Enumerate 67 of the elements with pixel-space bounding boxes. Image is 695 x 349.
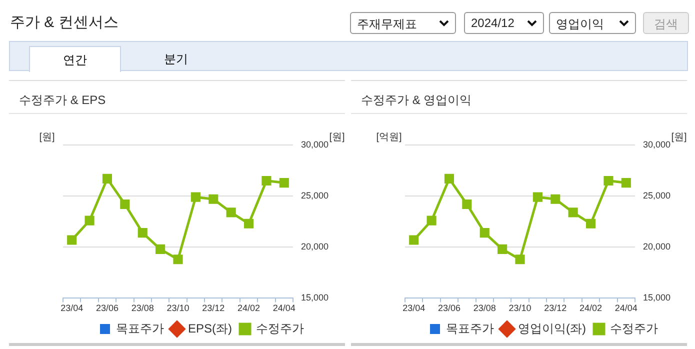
text: 연간 (29, 46, 121, 72)
x-tick-label: 23/12 (544, 303, 567, 314)
x-tick-label: 23/04 (402, 303, 426, 314)
y2-tick-label: 15,000 (301, 292, 329, 303)
y2-axis-title: [원] (329, 132, 345, 143)
point (444, 174, 454, 184)
x-tick-label: 23/08 (473, 303, 496, 314)
point (480, 228, 490, 238)
y2-tick-label: 30,000 (643, 139, 671, 150)
point (409, 235, 419, 245)
point (532, 192, 542, 202)
point (120, 199, 130, 210)
x-tick-label: 24/02 (580, 303, 602, 314)
x-tick-label: 23/06 (438, 303, 460, 314)
point (621, 178, 631, 188)
text: 영업이익 (549, 12, 636, 34)
point (138, 228, 148, 238)
point (208, 194, 218, 204)
legend-label: 목표주가 (116, 321, 164, 336)
y2-tick-label: 20,000 (643, 242, 671, 252)
point (262, 176, 272, 186)
point (244, 218, 254, 228)
x-tick-label: 24/04 (272, 303, 296, 314)
point (226, 208, 236, 218)
text: 분기 (163, 51, 189, 68)
point (462, 199, 472, 210)
y-axis-title: [억원] (376, 132, 402, 143)
point (190, 192, 200, 202)
point (515, 254, 525, 264)
point (586, 218, 596, 228)
y2-tick-label: 30,000 (301, 139, 329, 150)
y-axis-title: [원] (39, 132, 55, 143)
point (173, 254, 183, 264)
point (550, 194, 560, 204)
x-tick-label: 24/02 (238, 303, 260, 314)
y2-axis-title: [원] (671, 132, 687, 143)
x-tick-label: 23/12 (202, 303, 225, 314)
legend-label: 수정주가 (256, 321, 304, 336)
legend-label: 수정주가 (610, 321, 658, 336)
point (156, 244, 166, 254)
x-tick-label: 23/06 (96, 303, 118, 314)
y2-tick-label: 20,000 (301, 242, 329, 252)
point (426, 216, 436, 226)
y2-tick-label: 15,000 (643, 292, 671, 303)
chart-title: 수정주가 & 영업이익 (351, 81, 687, 114)
x-tick-label: 23/08 (131, 303, 154, 314)
point (498, 244, 508, 254)
legend-label: EPS(좌) (188, 321, 232, 336)
point (67, 235, 77, 245)
text: 2024/12 (464, 12, 544, 34)
point (568, 208, 578, 218)
x-tick-label: 23/04 (60, 303, 84, 314)
y2-tick-label: 25,000 (643, 190, 671, 201)
text: 주재무제표 (350, 12, 456, 34)
chart-title: 수정주가 & EPS (9, 81, 345, 114)
legend-label: 목표주가 (446, 321, 494, 336)
text: 주가 & 컨센서스 (10, 13, 118, 32)
legend-label: 영업이익(좌) (518, 321, 586, 336)
x-tick-label: 23/10 (166, 303, 190, 314)
x-tick-label: 24/04 (614, 303, 638, 314)
point (604, 176, 614, 186)
x-tick-label: 23/10 (508, 303, 532, 314)
point (84, 216, 94, 226)
point (102, 174, 112, 184)
point (279, 178, 289, 188)
text: 검색 (643, 12, 689, 34)
y2-tick-label: 25,000 (301, 190, 329, 201)
